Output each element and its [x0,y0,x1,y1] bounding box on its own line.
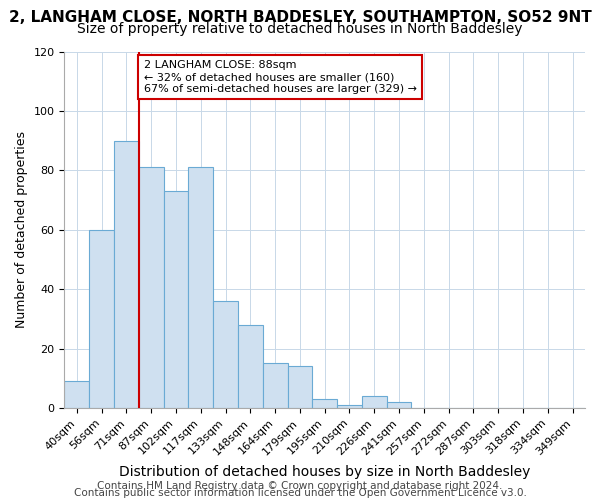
Text: 2, LANGHAM CLOSE, NORTH BADDESLEY, SOUTHAMPTON, SO52 9NT: 2, LANGHAM CLOSE, NORTH BADDESLEY, SOUTH… [8,10,592,25]
Bar [386,402,412,408]
Bar [313,399,337,408]
Bar [139,168,164,408]
Text: Size of property relative to detached houses in North Baddesley: Size of property relative to detached ho… [77,22,523,36]
Bar [114,140,139,408]
Bar [213,301,238,408]
Bar [238,325,263,408]
Bar [263,364,287,408]
Bar [89,230,114,408]
Text: Contains public sector information licensed under the Open Government Licence v3: Contains public sector information licen… [74,488,526,498]
Bar [188,168,213,408]
Bar [64,381,89,408]
Bar [362,396,386,408]
Y-axis label: Number of detached properties: Number of detached properties [15,131,28,328]
Text: Contains HM Land Registry data © Crown copyright and database right 2024.: Contains HM Land Registry data © Crown c… [97,481,503,491]
Text: 2 LANGHAM CLOSE: 88sqm
← 32% of detached houses are smaller (160)
67% of semi-de: 2 LANGHAM CLOSE: 88sqm ← 32% of detached… [144,60,417,94]
Bar [164,191,188,408]
X-axis label: Distribution of detached houses by size in North Baddesley: Distribution of detached houses by size … [119,465,530,479]
Bar [287,366,313,408]
Bar [337,405,362,408]
